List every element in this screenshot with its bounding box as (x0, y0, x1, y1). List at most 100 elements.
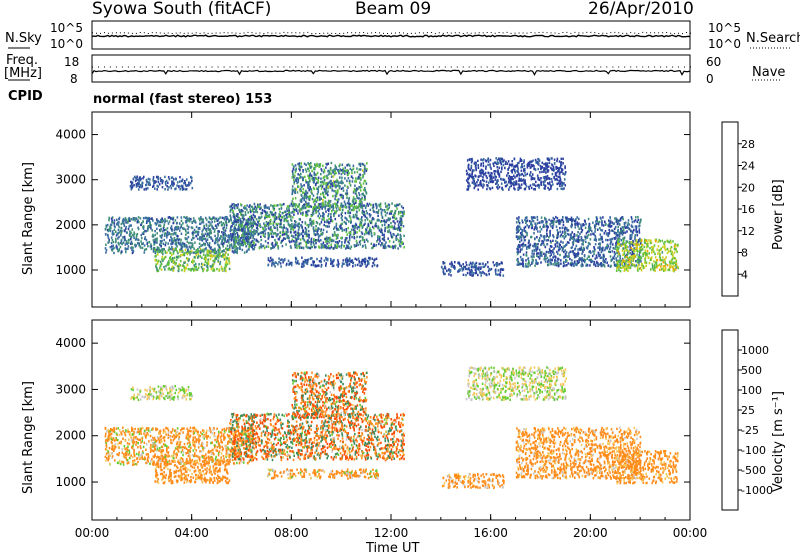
power-cell (223, 256, 225, 258)
power-cell (251, 241, 253, 243)
power-cell (487, 266, 489, 268)
power-cell (578, 258, 580, 260)
power-cell (175, 219, 177, 221)
power-cell (338, 263, 340, 265)
power-cell (201, 239, 203, 241)
power-cell (359, 163, 361, 165)
power-cell (167, 182, 169, 184)
power-cell (258, 241, 260, 243)
power-cell (266, 221, 268, 223)
power-cell (336, 234, 338, 236)
power-cell (372, 265, 374, 267)
power-cell (356, 205, 358, 207)
power-cell (516, 232, 518, 234)
power-cell (170, 256, 172, 258)
power-cell (317, 181, 319, 183)
power-cell (227, 253, 229, 255)
power-cell (108, 217, 110, 219)
power-cell (498, 273, 500, 275)
power-cell (313, 220, 315, 222)
power-cell (262, 209, 264, 211)
power-cell (394, 215, 396, 217)
power-cell (602, 229, 604, 231)
power-cell (493, 261, 495, 263)
power-cell (573, 263, 575, 265)
power-cell (386, 212, 388, 214)
power-cell (302, 206, 304, 208)
power-cell (545, 235, 547, 237)
power-cell (343, 245, 345, 247)
power-cell (341, 219, 343, 221)
power-cell (638, 256, 640, 258)
power-cell (145, 217, 147, 219)
power-cell (335, 186, 337, 188)
power-cell (350, 168, 352, 170)
power-cell (290, 231, 292, 233)
power-cell (554, 243, 556, 245)
power-cell (230, 228, 232, 230)
power-cell (364, 219, 366, 221)
power-cell (363, 182, 365, 184)
power-cell (189, 253, 191, 255)
power-cell (306, 197, 308, 199)
power-cell (145, 236, 147, 238)
power-cell (399, 245, 401, 247)
power-cell (326, 231, 328, 233)
power-cell (314, 173, 316, 175)
power-cell (232, 250, 234, 252)
power-cell (185, 234, 187, 236)
power-cell (191, 250, 193, 252)
power-cell (197, 250, 199, 252)
power-cell (539, 237, 541, 239)
power-cell (270, 222, 272, 224)
power-cell (333, 259, 335, 261)
power-cell (329, 239, 331, 241)
power-cell (313, 181, 315, 183)
power-cell (250, 219, 252, 221)
power-cell (181, 220, 183, 222)
power-cell (308, 181, 310, 183)
power-cell (356, 245, 358, 247)
power-cell (243, 218, 245, 220)
power-cell (226, 227, 228, 229)
power-cell (296, 210, 298, 212)
power-cell (450, 274, 452, 276)
power-cell (559, 254, 561, 256)
power-cell (199, 243, 201, 245)
power-cell (321, 206, 323, 208)
power-cell (225, 216, 227, 218)
power-cell (380, 208, 382, 210)
power-cell (292, 205, 294, 207)
power-cell (301, 208, 303, 210)
power-cell (316, 163, 318, 165)
power-cell (271, 264, 273, 266)
power-cell (340, 194, 342, 196)
power-cell (355, 264, 357, 266)
power-cell (346, 237, 348, 239)
power-cell (494, 264, 496, 266)
power-cell (472, 274, 474, 276)
power-cell (528, 245, 530, 247)
power-cell (214, 255, 216, 257)
power-cell (315, 228, 317, 230)
power-cell (558, 246, 560, 248)
power-cell (332, 265, 334, 267)
power-cell (301, 247, 303, 249)
power-cell (310, 247, 312, 249)
power-cell (603, 255, 605, 257)
power-cell (214, 259, 216, 261)
power-cell (380, 203, 382, 205)
power-cell (128, 228, 130, 230)
power-cell (329, 237, 331, 239)
power-cell (199, 238, 201, 240)
power-cell (321, 244, 323, 246)
power-cell (241, 242, 243, 244)
power-cell (503, 274, 505, 276)
power-cell (479, 271, 481, 273)
power-cell (304, 163, 306, 165)
power-cell (519, 236, 521, 238)
power-cell (309, 177, 311, 179)
power-cell (546, 239, 548, 241)
power-cell (356, 224, 358, 226)
power-cell (296, 258, 298, 260)
